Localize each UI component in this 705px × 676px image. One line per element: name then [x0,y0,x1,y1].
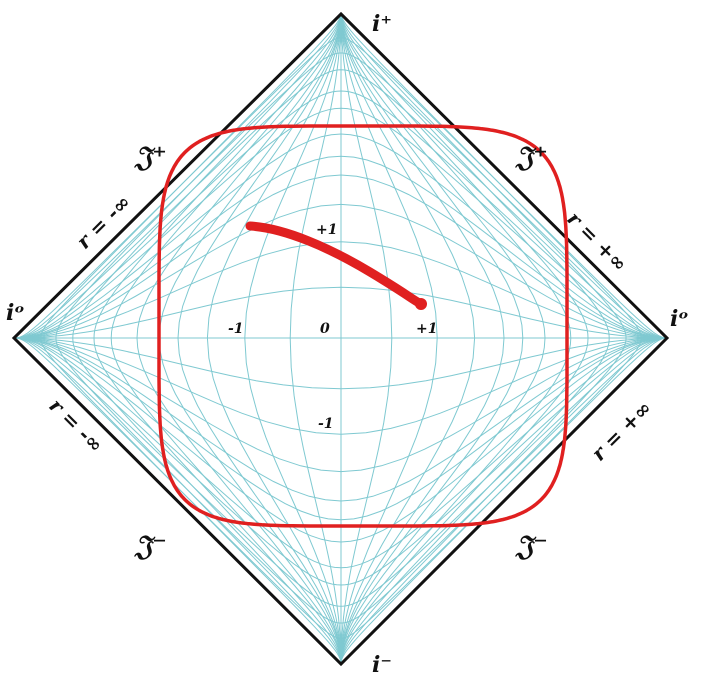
label-scri-minus-left: 𝔍⁻ [133,529,167,562]
grid-constant-t-22 [15,37,667,339]
label-scri-plus-left: 𝔍⁺ [133,140,167,173]
label-i-zero-right: iᵒ [670,306,689,332]
label-i-plus: i⁺ [372,11,392,37]
closed-red-curve [157,124,569,528]
label-i-minus: i⁻ [372,652,392,676]
tick-x-neg-one: -1 [228,321,244,337]
label-r-plus-inf-upper: r = +∞ [562,207,632,277]
conformal-boundary [11,11,670,667]
grid-constant-x-22 [340,12,642,664]
tick-y-neg-one: -1 [318,416,334,432]
label-scri-minus-right: 𝔍⁻ [514,529,548,562]
worldline-segment [245,221,426,309]
tick-origin: 0 [320,321,330,337]
worldline-endpoint [415,298,427,310]
label-scri-plus-right: 𝔍⁺ [514,140,548,173]
label-r-minus-inf-upper: r = -∞ [72,190,136,254]
tick-y-pos-one: +1 [316,222,337,238]
label-i-zero-left: iᵒ [6,300,25,326]
tick-x-pos-one: +1 [416,321,437,337]
